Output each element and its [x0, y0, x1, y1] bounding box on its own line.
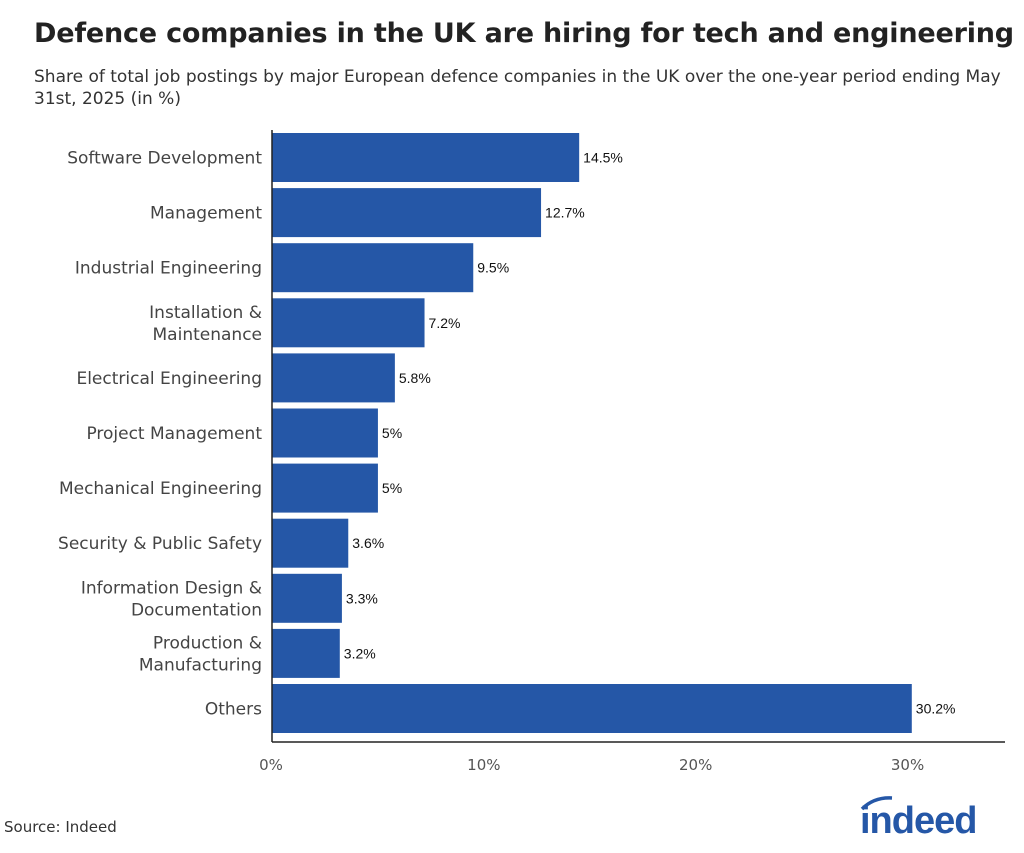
data-label: 14.5%: [583, 150, 623, 166]
data-label: 7.2%: [429, 315, 461, 331]
bar: [272, 628, 340, 678]
category-label: Others: [205, 700, 262, 720]
bar: [272, 188, 542, 238]
data-label: 30.2%: [916, 701, 956, 717]
x-tick-label: 0%: [259, 756, 283, 774]
x-tick-label: 20%: [679, 756, 712, 774]
data-label: 3.6%: [352, 535, 384, 551]
data-label: 9.5%: [477, 260, 509, 276]
bar: [272, 133, 580, 182]
bar: [272, 573, 342, 623]
data-label: 3.2%: [344, 645, 376, 661]
bar: [272, 684, 912, 733]
category-label: Management: [150, 204, 262, 224]
chart-title: Defence companies in the UK are hiring f…: [34, 18, 1014, 49]
bar: [272, 408, 378, 458]
category-label: Documentation: [131, 600, 262, 620]
data-label: 5%: [382, 425, 402, 441]
category-label: Information Design &: [81, 578, 262, 598]
category-label: Installation &: [149, 303, 262, 323]
category-label: Security & Public Safety: [58, 534, 262, 554]
category-label: Manufacturing: [139, 655, 262, 675]
indeed-logo: indeed: [860, 796, 977, 840]
x-tick-label: 30%: [891, 756, 924, 774]
category-label: Electrical Engineering: [76, 369, 262, 389]
category-label: Mechanical Engineering: [59, 479, 262, 499]
bar: [272, 243, 474, 293]
bar: [272, 353, 395, 403]
x-tick-label: 10%: [467, 756, 500, 774]
data-label: 5.8%: [399, 370, 431, 386]
bar: [272, 463, 378, 513]
svg-text:indeed: indeed: [860, 800, 976, 840]
data-label: 3.3%: [346, 590, 378, 606]
data-label: 5%: [382, 480, 402, 496]
source-note: Source: Indeed: [4, 818, 117, 836]
category-label: Industrial Engineering: [75, 259, 262, 279]
bar: [272, 298, 425, 348]
chart-subtitle: Share of total job postings by major Eur…: [34, 67, 1001, 109]
category-label: Maintenance: [153, 325, 262, 345]
category-label: Production &: [153, 633, 262, 653]
category-label: Software Development: [67, 149, 262, 169]
bar: [272, 518, 349, 568]
data-label: 12.7%: [545, 205, 585, 221]
category-label: Project Management: [86, 424, 262, 444]
